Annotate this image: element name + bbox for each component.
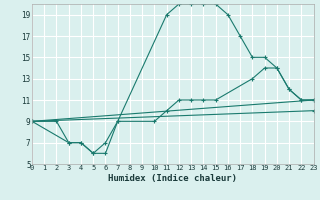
X-axis label: Humidex (Indice chaleur): Humidex (Indice chaleur) [108,174,237,183]
